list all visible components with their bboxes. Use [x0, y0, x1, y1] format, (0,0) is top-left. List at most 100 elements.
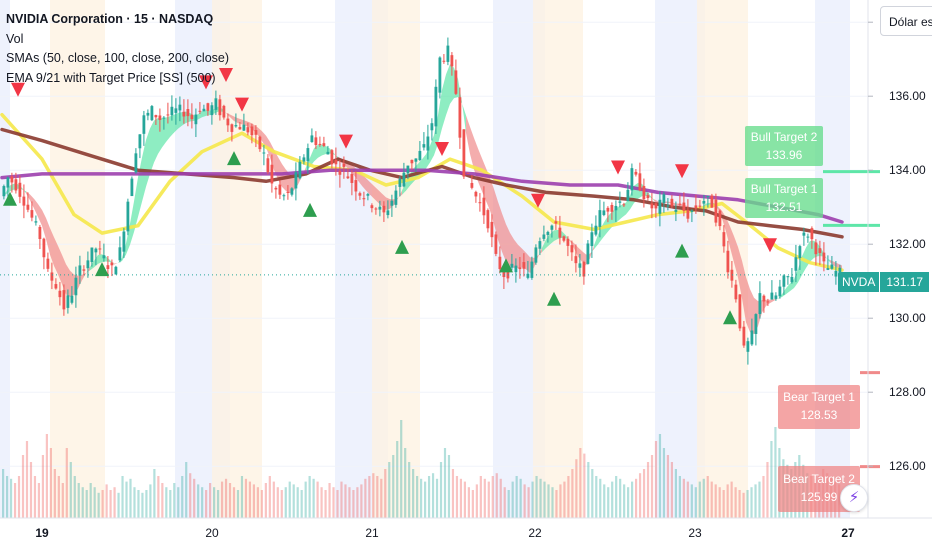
currency-button[interactable]: Dólar es: [880, 6, 932, 36]
volume-bar: [372, 473, 375, 518]
candle-body: [266, 158, 270, 173]
volume-bar: [185, 462, 188, 518]
buy-signal-marker: [303, 202, 317, 217]
vol-indicator-label[interactable]: Vol: [6, 31, 24, 46]
candle-body: [138, 134, 142, 149]
candle-body: [602, 210, 606, 215]
volume-bar: [81, 487, 84, 518]
volume-bar: [674, 469, 677, 518]
smas-indicator-label[interactable]: SMAs (50, close, 100, close, 200, close): [6, 51, 230, 65]
candle-body: [206, 103, 210, 111]
ema-ribbon-segment: [442, 74, 446, 129]
volume-bar: [216, 490, 220, 518]
ema-ribbon-segment: [310, 148, 314, 167]
candle-body: [310, 135, 314, 143]
chart-legend: NVIDIA Corporation · 15 · NASDAQ Vol SMA…: [6, 10, 229, 88]
candle-body: [750, 330, 754, 345]
candle-body: [2, 186, 6, 197]
ema-ribbon-segment: [410, 167, 414, 186]
candle-body: [614, 205, 618, 211]
price-tick-label: 130.00: [889, 311, 926, 325]
candle-body: [462, 129, 466, 177]
symbol-title[interactable]: NVIDIA Corporation · 15 · NASDAQ: [6, 12, 214, 26]
candle-body: [810, 228, 814, 240]
volume-bar: [627, 487, 630, 518]
candle-body: [470, 182, 474, 188]
candle-body: [574, 256, 578, 264]
volume-bar: [738, 490, 741, 518]
price-tick-label: 128.00: [889, 385, 926, 399]
volume-bar: [746, 490, 749, 518]
ema-indicator-label[interactable]: EMA 9/21 with Target Price [SS] (500): [6, 70, 216, 85]
candle-body: [246, 127, 250, 133]
candle-body: [634, 171, 638, 175]
volume-bar: [439, 462, 443, 518]
buy-signal-marker: [675, 243, 689, 258]
volume-bar: [487, 481, 490, 518]
volume-bar: [125, 481, 128, 518]
volume-bar: [260, 490, 263, 518]
volume-bar: [145, 490, 148, 518]
candle-body: [586, 243, 590, 264]
ema-ribbon-segment: [114, 262, 118, 265]
ema-ribbon-segment: [510, 232, 514, 269]
signal-markers: [3, 68, 777, 325]
volume-bar: [654, 441, 658, 518]
ema-ribbon-segment: [734, 236, 738, 278]
volume-bar: [320, 487, 323, 518]
session-band: [655, 0, 705, 518]
candle-body: [546, 231, 550, 235]
candle-body: [274, 187, 278, 190]
candle-body: [398, 178, 402, 187]
sell-signal-marker: [339, 134, 353, 149]
volume-bar: [670, 462, 674, 518]
volume-bar: [734, 487, 737, 518]
buy-signal-marker: [499, 258, 513, 273]
volume-bar: [623, 484, 626, 518]
volume-bar: [173, 483, 176, 518]
volume-bar: [356, 487, 359, 518]
candle-body: [250, 126, 254, 136]
volume-bar: [141, 492, 144, 518]
bull-target-2-badge: Bull Target 2 133.96: [745, 126, 823, 166]
volume-bar: [587, 462, 590, 518]
volume-bar: [380, 478, 383, 518]
ema-ribbon-segment: [198, 111, 202, 120]
candle-body: [502, 267, 506, 278]
candle-body: [454, 70, 458, 94]
session-band: [372, 0, 420, 518]
bear-target-2-value: 125.99: [800, 490, 838, 504]
volume-bar: [551, 487, 554, 518]
candle-body: [706, 196, 710, 198]
ema-ribbon-segment: [486, 168, 490, 211]
volume-bar: [201, 487, 204, 518]
candle-body: [710, 195, 714, 208]
candle-body: [38, 226, 42, 239]
volume-bar: [758, 481, 761, 518]
ema-ribbon-segment: [238, 118, 242, 125]
volume-bar: [400, 420, 403, 518]
volume-bar: [706, 476, 709, 518]
bull-target-2-value: 133.96: [765, 148, 803, 162]
volume-bar: [296, 487, 299, 518]
candle-body: [518, 267, 522, 270]
volume-bar: [280, 490, 283, 518]
candle-body: [294, 172, 298, 189]
candle-body: [638, 173, 642, 191]
candle-body: [622, 204, 626, 206]
candle-body: [194, 114, 198, 125]
lightning-icon[interactable]: ⚡: [840, 484, 868, 512]
volume-bar: [459, 478, 463, 518]
candle-body: [450, 55, 454, 67]
ema-ribbon-segment: [22, 187, 26, 194]
candle-body: [214, 98, 218, 110]
volume-bar: [13, 483, 17, 518]
ema-ribbon-segment: [446, 64, 450, 116]
candle-body: [374, 208, 378, 210]
candle-body: [150, 106, 154, 121]
buy-signal-marker: [95, 262, 109, 277]
candle-body: [350, 174, 354, 183]
volume-bar: [105, 484, 108, 518]
candle-body: [134, 153, 138, 173]
